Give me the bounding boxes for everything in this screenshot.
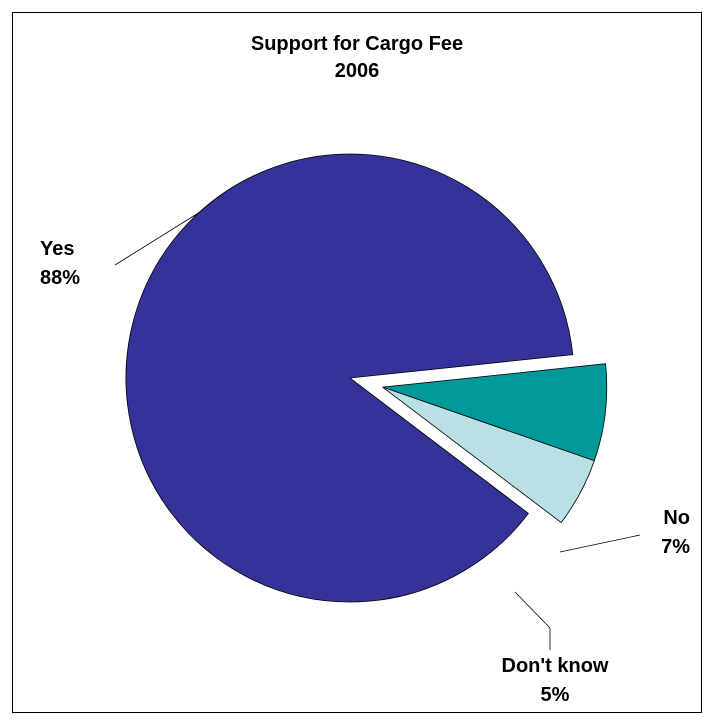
label-dont-know-category: Don't know [502,655,609,677]
label-yes-value: 88% [40,267,80,289]
label-dont-know-leader [514,591,551,650]
label-no-value: 7% [661,536,690,558]
chart-subtitle: 2006 [334,60,380,82]
label-yes-category: Yes [40,238,74,260]
slice-dont-know [382,386,595,524]
chart-title: Support for Cargo Fee [250,33,464,55]
label-yes-leader [114,211,201,266]
label-no-leader [559,534,641,553]
label-dont-know-value: 5% [541,684,570,706]
slice-yes [125,153,574,603]
label-no-category: No [663,507,690,529]
